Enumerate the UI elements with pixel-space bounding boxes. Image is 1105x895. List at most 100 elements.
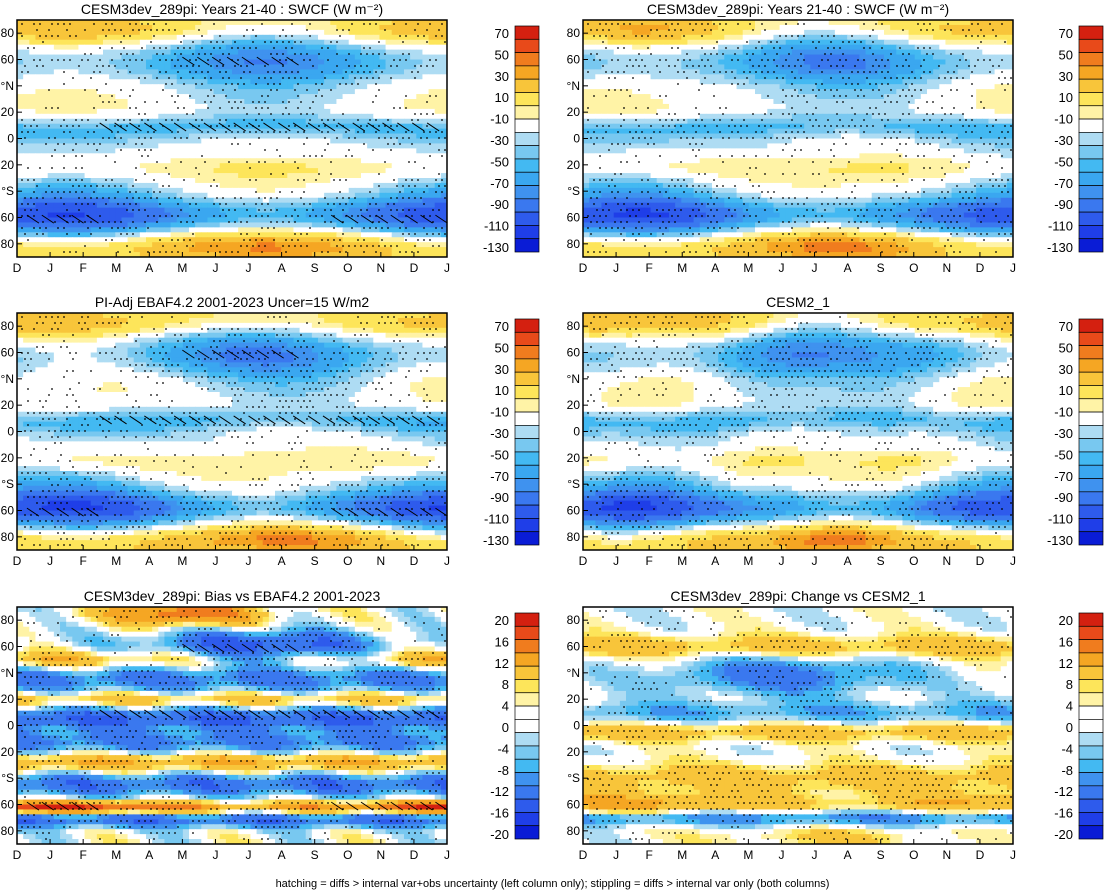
heatmap-cell: [176, 217, 184, 223]
heatmap-cell: [434, 252, 442, 258]
stipple-dot: [165, 23, 167, 25]
stipple-dot: [441, 119, 443, 121]
heatmap-cell: [213, 247, 221, 253]
heatmap-cell: [23, 118, 30, 125]
heatmap-cell: [109, 163, 116, 169]
heatmap-cell: [23, 99, 30, 105]
stipple-dot: [264, 41, 266, 43]
hatch-line: [345, 214, 359, 224]
heatmap-cell: [287, 153, 294, 159]
heatmap-cell: [164, 153, 172, 159]
hatch-line: [99, 122, 112, 132]
heatmap-cell: [219, 163, 227, 169]
heatmap-cell: [638, 29, 645, 36]
heatmap-cell: [422, 153, 430, 159]
heatmap-cell: [330, 34, 337, 41]
stipple-dot: [270, 89, 272, 91]
stipple-dot: [297, 107, 299, 109]
stipple-dot: [36, 29, 38, 31]
heatmap-cell: [182, 252, 190, 258]
heatmap-cell: [385, 153, 393, 159]
heatmap-cell: [127, 34, 135, 41]
heatmap-cell: [379, 113, 387, 120]
heatmap-cell: [103, 54, 110, 60]
heatmap-cell: [865, 20, 873, 26]
heatmap-cell: [213, 44, 221, 51]
heatmap-cell: [834, 34, 842, 41]
heatmap-cell: [367, 232, 374, 238]
heatmap-cell: [133, 247, 141, 253]
heatmap-cell: [367, 94, 374, 100]
heatmap-cell: [121, 197, 129, 204]
heatmap-cell: [410, 133, 417, 139]
stipple-dot: [399, 107, 401, 109]
heatmap-cell: [121, 212, 129, 218]
stipple-dot: [246, 113, 248, 115]
stipple-dot: [141, 143, 143, 145]
heatmap-cell: [305, 178, 313, 184]
heatmap-cell: [348, 99, 356, 105]
stipple-dot: [432, 209, 434, 211]
heatmap-cell: [189, 222, 196, 228]
heatmap-cell: [47, 202, 55, 209]
heatmap-cell: [268, 197, 276, 204]
heatmap-cell: [348, 94, 356, 100]
heatmap-cell: [385, 182, 393, 189]
stipple-dot: [297, 239, 299, 241]
heatmap-cell: [115, 84, 122, 90]
heatmap-cell: [354, 148, 362, 154]
heatmap-cell: [428, 64, 436, 70]
heatmap-cell: [23, 168, 30, 174]
heatmap-cell: [367, 79, 374, 85]
heatmap-cell: [416, 20, 423, 26]
heatmap-cell: [139, 133, 147, 139]
stipple-dot: [153, 251, 155, 253]
stipple-dot: [210, 125, 212, 127]
heatmap-cell: [311, 148, 319, 154]
heatmap-cell: [385, 173, 393, 179]
heatmap-cell: [397, 49, 405, 56]
heatmap-cell: [109, 138, 116, 144]
stipple-dot: [21, 131, 23, 133]
stipple-dot: [426, 101, 428, 103]
stipple-dot: [207, 251, 209, 253]
heatmap-cell: [103, 143, 110, 149]
heatmap-cell: [982, 39, 989, 46]
heatmap-cell: [23, 237, 30, 243]
heatmap-cell: [440, 74, 448, 80]
heatmap-cell: [109, 99, 116, 105]
heatmap-cell: [90, 133, 98, 139]
heatmap-cell: [84, 118, 92, 125]
stipple-dot: [150, 41, 152, 43]
heatmap-cell: [311, 178, 319, 184]
heatmap-cell: [361, 178, 368, 184]
heatmap-cell: [920, 24, 928, 31]
heatmap-cell: [29, 197, 36, 204]
heatmap-cell: [176, 178, 184, 184]
heatmap-cell: [238, 64, 245, 70]
heatmap-cell: [404, 197, 411, 204]
heatmap-cell: [779, 39, 787, 46]
heatmap-cell: [164, 24, 172, 31]
heatmap-cell: [219, 118, 227, 125]
stipple-dot: [168, 197, 170, 199]
heatmap-cell: [434, 138, 442, 144]
heatmap-cell: [632, 20, 639, 26]
heatmap-cell: [262, 108, 270, 115]
heatmap-cell: [748, 20, 756, 26]
heatmap-cell: [47, 242, 55, 248]
heatmap-cell: [41, 59, 49, 65]
heatmap-cell: [238, 128, 245, 135]
stipple-dot: [321, 119, 323, 121]
stipple-dot: [219, 107, 221, 109]
stipple-dot: [426, 137, 428, 139]
heatmap-cell: [225, 69, 233, 75]
heatmap-cell: [287, 128, 294, 135]
heatmap-cell: [232, 153, 239, 159]
stipple-dot: [306, 209, 308, 211]
heatmap-cell: [416, 207, 423, 214]
heatmap-cell: [189, 178, 196, 184]
heatmap-cell: [440, 89, 448, 95]
heatmap-cell: [293, 202, 301, 209]
heatmap-cell: [976, 34, 983, 41]
